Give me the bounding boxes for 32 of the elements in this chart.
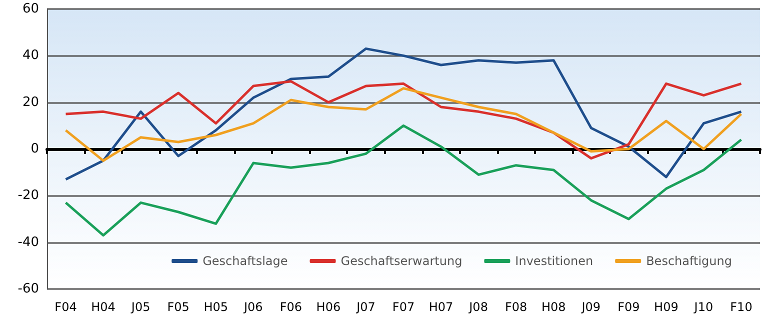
y-tick-label: -60 (18, 282, 39, 296)
x-tick-label: H04 (91, 300, 116, 314)
x-tick-label: J07 (356, 300, 376, 314)
y-tick-label: 40 (22, 48, 39, 64)
x-tick-label: J09 (580, 300, 601, 314)
legend-label: Geschaftslage (202, 254, 288, 268)
x-tick-label: J08 (468, 300, 488, 314)
x-tick-label: F09 (618, 300, 640, 314)
line-series (64, 124, 742, 237)
legend-label: Investitionen (515, 254, 594, 268)
line-series (64, 47, 742, 181)
x-tick-label: F07 (392, 300, 415, 314)
x-tick-label: F04 (54, 300, 77, 314)
x-tick-label: H06 (316, 300, 341, 314)
x-tick-label: H07 (428, 300, 454, 314)
y-tick-label: -20 (18, 188, 39, 204)
x-tick-label: J10 (693, 300, 714, 314)
x-tick-label: H08 (541, 300, 566, 314)
x-tick-label: F08 (504, 300, 528, 314)
x-tick-label: H05 (204, 300, 228, 314)
y-tick-label: 0 (30, 142, 39, 156)
legend-label: Geschaftserwartung (340, 254, 462, 268)
x-tick-label: J05 (130, 300, 150, 314)
y-tick-label: -40 (18, 234, 39, 250)
legend-label: Beschaftigung (646, 254, 732, 268)
y-tick-label: 20 (22, 94, 39, 110)
x-tick-label: F10 (730, 300, 752, 314)
y-tick-label: 60 (22, 2, 39, 16)
x-tick-label: F06 (280, 300, 302, 314)
x-tick-label: H09 (654, 300, 678, 314)
x-tick-label: F05 (167, 300, 190, 314)
x-tick-label: J06 (242, 300, 263, 314)
